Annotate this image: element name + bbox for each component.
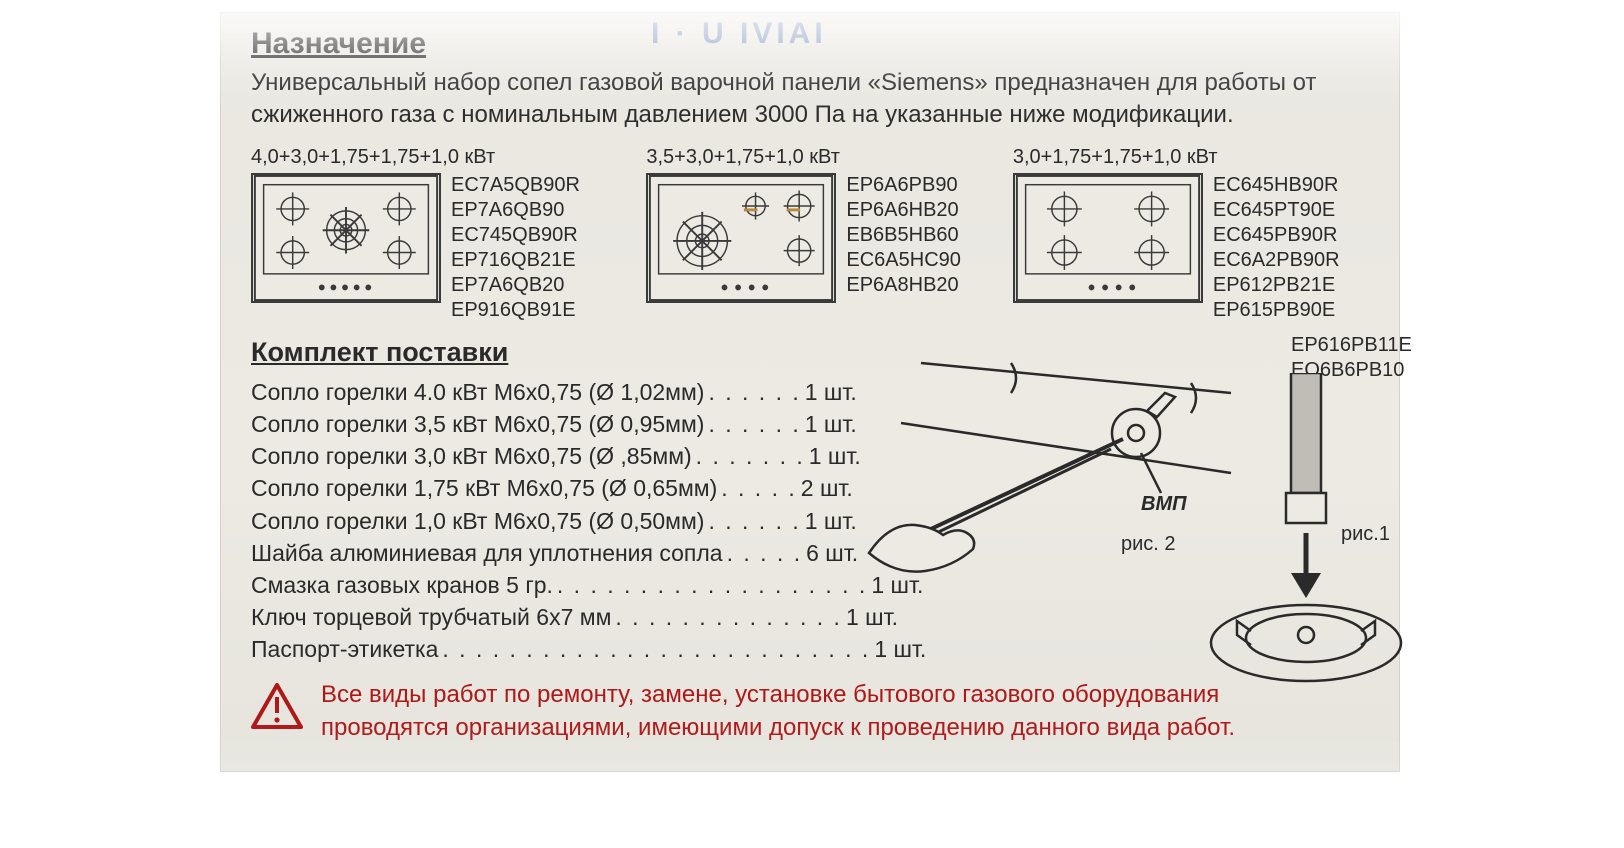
intro-text: Универсальный набор сопел газовой варочн… (251, 67, 1369, 132)
warning-triangle-icon (251, 683, 303, 729)
kit-item: Ключ торцевой трубчатый 6х7 мм. . . . . … (251, 601, 871, 633)
heading-kit: Комплект поставки (251, 337, 1369, 368)
intro-line: сжиженного газа с номинальным давлением … (251, 101, 1234, 128)
kit-item: Сопло горелки 3,0 кВт М6х0,75 (Ø ,85мм).… (251, 440, 871, 472)
model-code: EP716QB21E (451, 248, 580, 273)
model-group: 3,5+3,0+1,75+1,0 кВт (646, 146, 993, 323)
model-code: EC645PT90E (1213, 198, 1340, 223)
figure-2-caption: рис. 2 (1121, 533, 1176, 556)
cooktop-diagram-4burner-wok (646, 173, 836, 303)
date-stamp: І · U IVIAI (651, 17, 827, 51)
kit-item: Сопло горелки 1,75 кВт М6х0,75 (Ø 0,65мм… (251, 472, 871, 504)
model-groups-row: 4,0+3,0+1,75+1,75+1,0 кВт (251, 146, 1369, 323)
model-code: EP916QB91E (451, 298, 580, 323)
kit-item: Шайба алюминиевая для уплотнения сопла. … (251, 537, 871, 569)
figure-socket-wrench-icon (1191, 373, 1431, 693)
intro-line: Универсальный набор сопел газовой варочн… (251, 69, 1316, 96)
model-code: EC6A5HC90 (846, 248, 961, 273)
model-list: EP6A6PB90 EP6A6HB20 EB6B5HB60 EC6A5HC90 … (846, 173, 961, 298)
power-rating: 4,0+3,0+1,75+1,75+1,0 кВт (251, 146, 626, 169)
cooktop-diagram-5burner (251, 173, 441, 303)
figure-1-caption: рис.1 (1341, 523, 1390, 546)
power-rating: 3,0+1,75+1,75+1,0 кВт (1013, 146, 1369, 169)
figure-screwdriver-icon (861, 353, 1241, 573)
kit-item: Смазка газовых кранов 5 гр.. . . . . . .… (251, 569, 871, 601)
model-code: EP7A6QB90 (451, 198, 580, 223)
model-code: EB6B5HB60 (846, 223, 961, 248)
model-list-extra: EP616PB11E EO6B6PB10 (1291, 333, 1412, 383)
model-code: EC7A5QB90R (451, 173, 580, 198)
power-rating: 3,5+3,0+1,75+1,0 кВт (646, 146, 993, 169)
model-code: EP6A8HB20 (846, 273, 961, 298)
warning-line: проводятся организациями, имеющими допус… (321, 714, 1235, 741)
model-list: EC7A5QB90R EP7A6QB90 EC745QB90R EP716QB2… (451, 173, 580, 323)
model-code: EP615PB90E (1213, 298, 1340, 323)
warning-text: Все виды работ по ремонту, замене, устан… (321, 679, 1235, 744)
kit-contents: Сопло горелки 4.0 кВт М6х0,75 (Ø 1,02мм)… (251, 376, 871, 666)
model-code: EP7A6QB20 (451, 273, 580, 298)
kit-item: Паспорт-этикетка. . . . . . . . . . . . … (251, 633, 871, 665)
model-code: EC645HB90R (1213, 173, 1340, 198)
model-code: EC645PB90R (1213, 223, 1340, 248)
warning-line: Все виды работ по ремонту, замене, устан… (321, 681, 1219, 708)
vmp-label: ВМП (1141, 493, 1187, 516)
kit-item: Сопло горелки 3,5 кВт М6х0,75 (Ø 0,95мм)… (251, 408, 871, 440)
model-list: EC645HB90R EC645PT90E EC645PB90R EC6A2PB… (1213, 173, 1340, 323)
model-code: EP6A6PB90 (846, 173, 961, 198)
model-code: EO6B6PB10 (1291, 358, 1412, 383)
model-code: EC745QB90R (451, 223, 580, 248)
instruction-sheet: І · U IVIAI Назначение Универсальный наб… (220, 12, 1400, 772)
kit-item: Сопло горелки 1,0 кВт М6х0,75 (Ø 0,50мм)… (251, 505, 871, 537)
model-code: EP6A6HB20 (846, 198, 961, 223)
model-group: 4,0+3,0+1,75+1,75+1,0 кВт (251, 146, 626, 323)
cooktop-diagram-4burner (1013, 173, 1203, 303)
model-code: EC6A2PB90R (1213, 248, 1340, 273)
model-code: EP612PB21E (1213, 273, 1340, 298)
warning-block: Все виды работ по ремонту, замене, устан… (251, 679, 1369, 744)
kit-item: Сопло горелки 4.0 кВт М6х0,75 (Ø 1,02мм)… (251, 376, 871, 408)
model-group: 3,0+1,75+1,75+1,0 кВт EC645HB90R EC645P (1013, 146, 1369, 323)
model-code: EP616PB11E (1291, 333, 1412, 358)
